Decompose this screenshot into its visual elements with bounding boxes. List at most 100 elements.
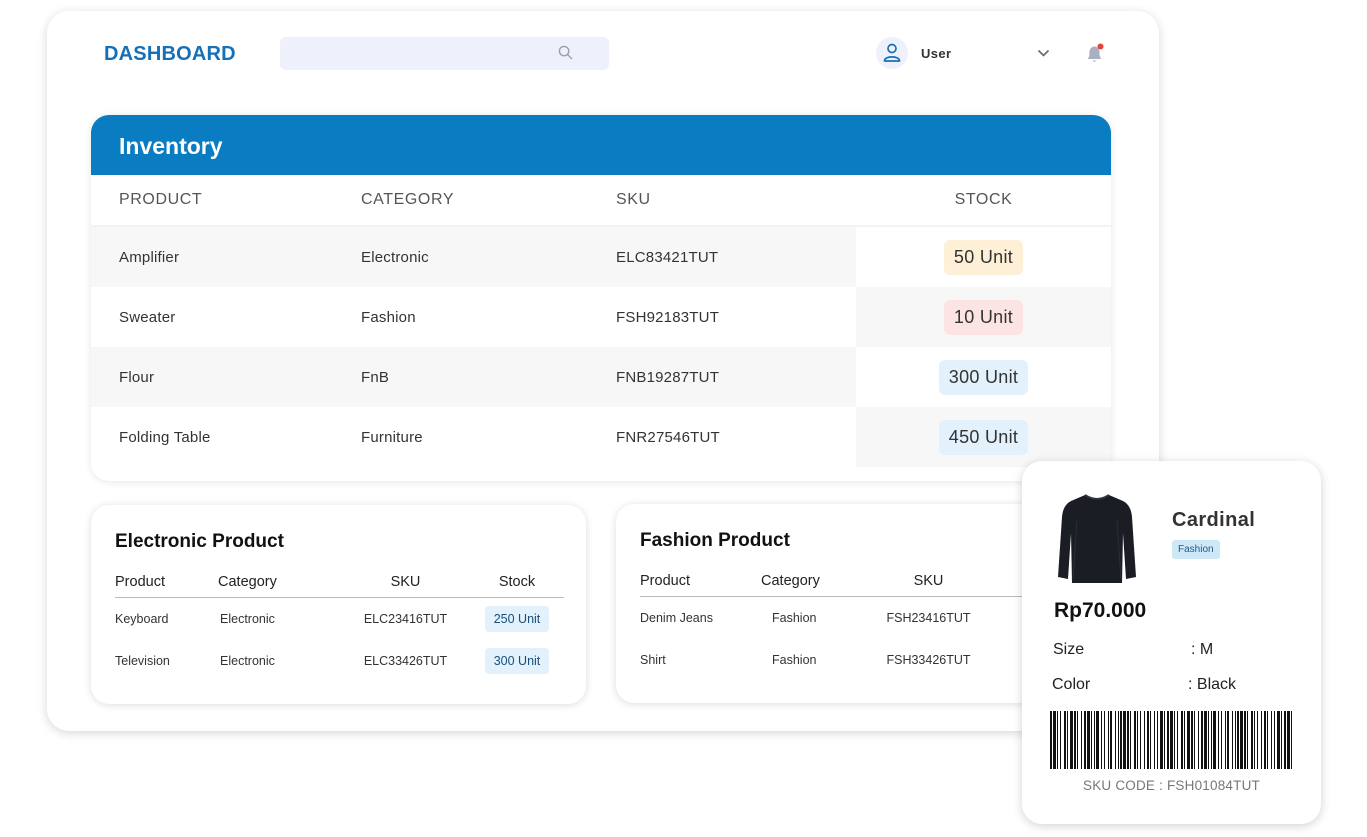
column-header-category: Category <box>752 566 863 597</box>
bell-icon[interactable] <box>1085 43 1105 65</box>
sku-code: SKU CODE : FSH01084TUT <box>1083 778 1260 793</box>
table-row[interactable]: Folding Table Furniture FNR27546TUT 450 … <box>91 407 1111 467</box>
cell-product: Amplifier <box>91 226 361 287</box>
barcode-bar <box>1123 711 1126 769</box>
cell-category: Fashion <box>772 611 817 625</box>
search-input[interactable] <box>280 37 609 70</box>
cell-sku: ELC23416TUT <box>363 612 448 626</box>
barcode-bar <box>1053 711 1056 769</box>
barcode-bar <box>1244 711 1246 769</box>
barcode-bar <box>1267 711 1268 769</box>
product-name: Cardinal <box>1172 509 1256 531</box>
search-icon[interactable] <box>558 45 573 60</box>
barcode-bar <box>1070 711 1073 769</box>
cell-sku: FSH33426TUT <box>886 653 971 667</box>
barcode-bar <box>1198 711 1199 769</box>
electronic-product-card: Electronic Product Product Category SKU … <box>91 505 586 704</box>
cell-category: FnB <box>361 347 616 407</box>
stock-badge: 450 Unit <box>938 419 1029 455</box>
user-icon <box>883 43 901 62</box>
stock-badge: 50 Unit <box>943 239 1024 275</box>
barcode-bar <box>1240 711 1243 769</box>
barcode-bar <box>1118 711 1119 769</box>
cell-sku: ELC83421TUT <box>616 226 856 287</box>
barcode-bar <box>1274 711 1275 769</box>
color-label: Color <box>1052 676 1091 693</box>
barcode-bar <box>1225 711 1226 769</box>
barcode-bar <box>1235 711 1236 769</box>
table-row[interactable]: Amplifier Electronic ELC83421TUT 50 Unit <box>91 226 1111 287</box>
cell-sku: ELC33426TUT <box>363 654 448 668</box>
column-header-stock: STOCK <box>856 175 1111 227</box>
barcode-bar <box>1115 711 1116 769</box>
barcode-bar <box>1281 711 1282 769</box>
avatar[interactable] <box>876 37 908 69</box>
chevron-down-icon[interactable] <box>1037 49 1050 58</box>
barcode-bar <box>1110 711 1112 769</box>
column-header-stock: Stock <box>470 567 564 598</box>
barcode-bar <box>1167 711 1169 769</box>
barcode-bar <box>1057 711 1058 769</box>
cell-sku: FSH23416TUT <box>886 611 971 625</box>
column-header-product: Product <box>115 567 218 598</box>
cell-sku: FNR27546TUT <box>616 428 720 446</box>
barcode-bar <box>1164 711 1165 769</box>
barcode-bar <box>1257 711 1258 769</box>
barcode-bar <box>1144 711 1145 769</box>
column-header-sku: SKU <box>616 175 856 227</box>
barcode-bar <box>1213 711 1216 769</box>
cell-product: Keyboard <box>115 612 169 626</box>
barcode-bar <box>1096 711 1099 769</box>
cell-category: Electronic <box>220 612 275 626</box>
barcode-bar <box>1184 711 1185 769</box>
stock-badge: 250 Unit <box>484 606 550 632</box>
barcode-bar <box>1277 711 1280 769</box>
column-header-category: CATEGORY <box>361 175 616 227</box>
barcode-bar <box>1081 711 1082 769</box>
table-row[interactable]: Television Electronic ELC33426TUT 300 Un… <box>115 640 564 682</box>
cell-product: Sweater <box>119 308 176 326</box>
cell-category: Electronic <box>361 226 616 287</box>
table-row[interactable]: Shirt Fashion FSH33426TUT 4 <box>640 639 1076 681</box>
barcode-bar <box>1060 711 1061 769</box>
column-header-category: Category <box>218 567 341 598</box>
column-header-product: Product <box>640 566 752 597</box>
barcode-bar <box>1077 711 1078 769</box>
barcode-bar <box>1174 711 1175 769</box>
column-header-sku: SKU <box>863 566 994 597</box>
user-name[interactable]: User <box>921 46 952 61</box>
stock-badge: 300 Unit <box>938 359 1029 395</box>
barcode-bar <box>1104 711 1105 769</box>
barcode-bar <box>1074 711 1076 769</box>
column-header-sku: SKU <box>341 567 470 598</box>
barcode-bar <box>1067 711 1068 769</box>
barcode-bar <box>1261 711 1262 769</box>
inventory-title: Inventory <box>91 115 1111 175</box>
barcode-bar <box>1271 711 1272 769</box>
barcode-bar <box>1232 711 1233 769</box>
barcode-bar <box>1287 711 1290 769</box>
cell-product: Folding Table <box>119 428 211 446</box>
dashboard-window: DASHBOARD User Inventory PRODUCT CATEGOR… <box>47 11 1159 731</box>
stock-badge: 10 Unit <box>943 299 1024 335</box>
table-row[interactable]: Denim Jeans Fashion FSH23416TUT 3 <box>640 597 1076 640</box>
product-price: Rp70.000 <box>1054 599 1147 622</box>
barcode-bar <box>1160 711 1163 769</box>
color-value: : Black <box>1188 676 1237 693</box>
cell-category: Fashion <box>361 308 416 326</box>
barcode-bar <box>1177 711 1178 769</box>
brand-title: DASHBOARD <box>104 43 236 65</box>
table-row[interactable]: Keyboard Electronic ELC23416TUT 250 Unit <box>115 598 564 641</box>
barcode-bar <box>1187 711 1190 769</box>
barcode-bar <box>1050 711 1052 769</box>
table-row[interactable]: Sweater Fashion FSH92183TUT 10 Unit <box>91 287 1111 347</box>
barcode-bar <box>1127 711 1129 769</box>
barcode-bar <box>1101 711 1102 769</box>
sweater-image <box>1058 494 1136 583</box>
barcode-bar <box>1204 711 1207 769</box>
stock-badge: 300 Unit <box>484 648 550 674</box>
barcode-bar <box>1137 711 1138 769</box>
barcode-bar <box>1087 711 1090 769</box>
table-row[interactable]: Flour FnB FNB19287TUT 300 Unit <box>91 347 1111 407</box>
barcode-bar <box>1120 711 1122 769</box>
